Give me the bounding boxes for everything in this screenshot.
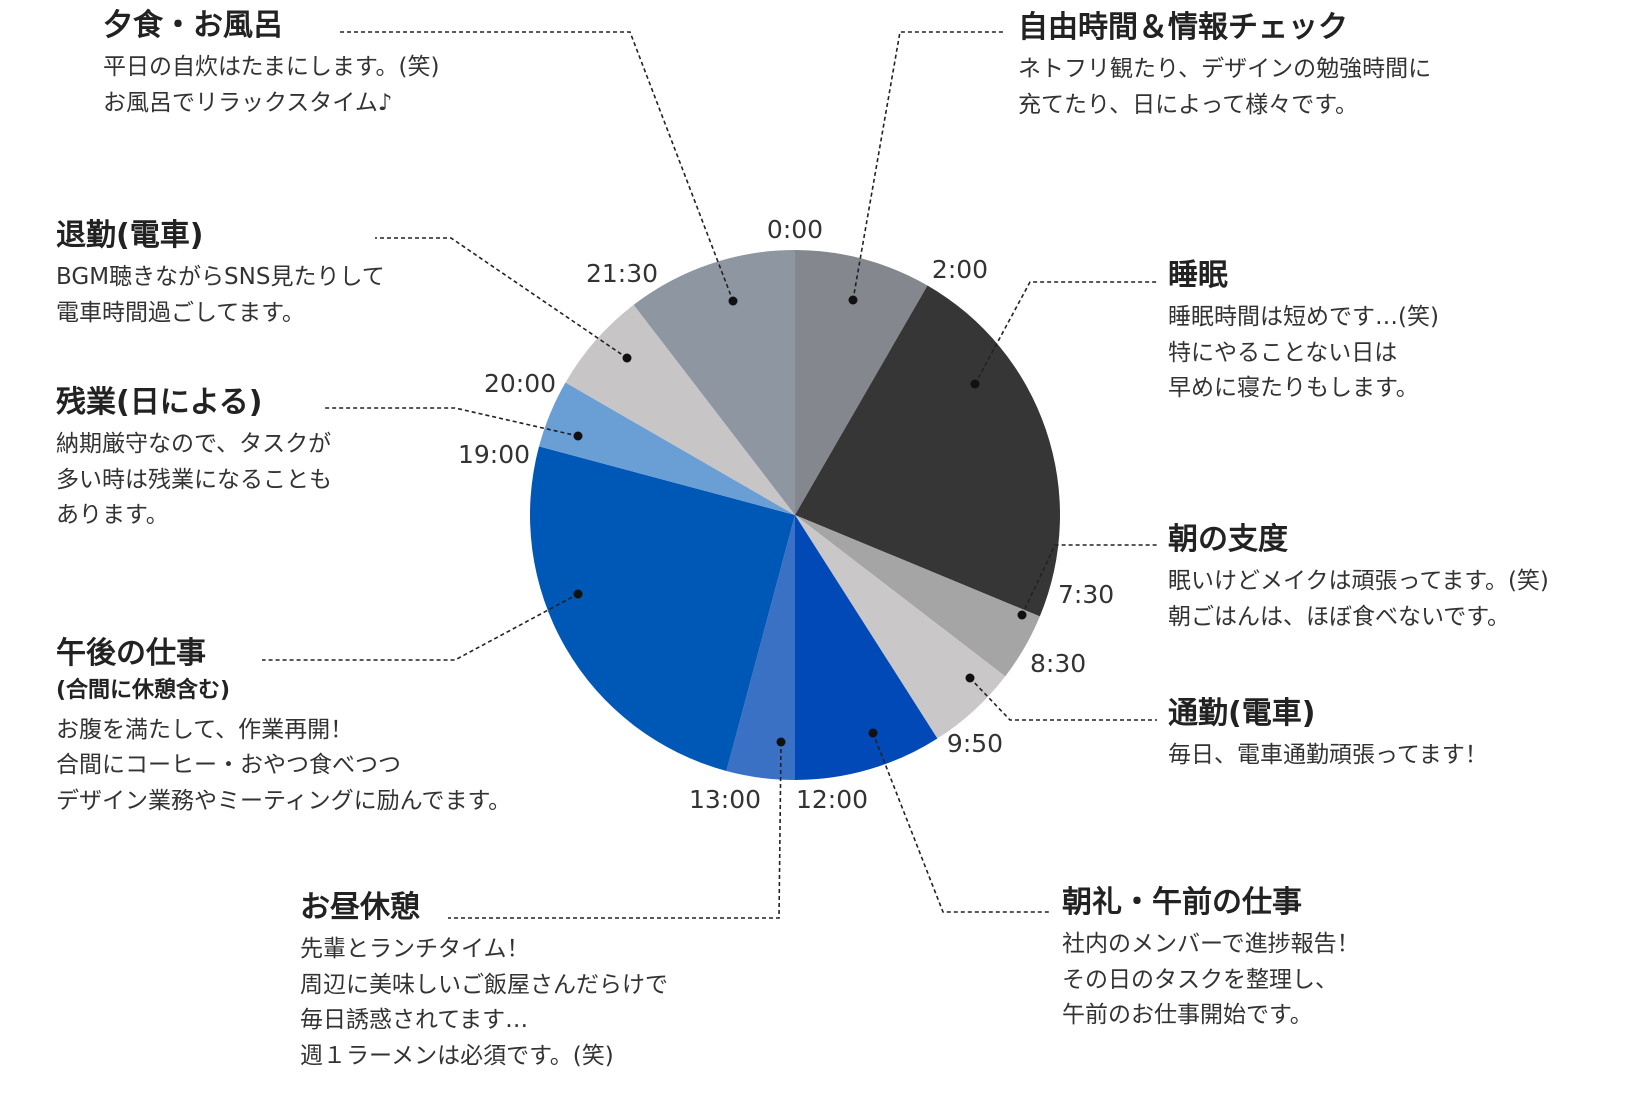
leader-line-3 bbox=[965, 673, 1157, 721]
callout-title: お昼休憩 bbox=[300, 890, 420, 925]
callout-4: 朝礼・午前の仕事社内のメンバーで進捗報告！ その日のタスクを整理し、 午前のお仕事開… bbox=[1062, 885, 1360, 1034]
tick-label-7: 19:00 bbox=[458, 440, 530, 469]
pie-slice-6 bbox=[529, 446, 795, 771]
tick-label-9: 21:30 bbox=[586, 259, 658, 288]
callout-body-line: BGM聴きながらSNS見たりして bbox=[56, 264, 385, 290]
callout-body-line: 週１ラーメンは必須です。(笑) bbox=[300, 1042, 614, 1069]
callout-subtitle: (合間に休憩含む) bbox=[56, 678, 231, 703]
callout-body: 毎日、電車通勤頑張ってます！ bbox=[1168, 738, 1488, 774]
callout-body-line: 平日の自炊はたまにします。(笑) bbox=[103, 54, 440, 80]
callout-2: 朝の支度眠いけどメイクは頑張ってます。(笑) 朝ごはんは、ほぼ食べないです。 bbox=[1168, 522, 1549, 635]
callout-title: 夕食・お風呂 bbox=[103, 8, 283, 43]
callout-body-line: 合間にコーヒー・おやつ食べつつ bbox=[56, 752, 401, 779]
callout-title: 残業(日による) bbox=[56, 385, 263, 420]
callout-body: 眠いけどメイクは頑張ってます。(笑) 朝ごはんは、ほぼ食べないです。 bbox=[1168, 564, 1549, 635]
pie-slice-1 bbox=[795, 285, 1060, 617]
leader-line-8 bbox=[375, 237, 632, 363]
callout-3: 通勤(電車) 毎日、電車通勤頑張ってます！ bbox=[1168, 696, 1488, 774]
callout-body-line: 先輩とランチタイム！ bbox=[300, 936, 530, 962]
leader-line-9 bbox=[340, 31, 738, 306]
pie-slice-0 bbox=[795, 250, 928, 515]
callout-title: 朝の支度 bbox=[1168, 522, 1288, 557]
tick-label-4: 9:50 bbox=[947, 729, 1003, 758]
callout-title: 自由時間＆情報チェック bbox=[1018, 10, 1348, 45]
callout-body-line: 社内のメンバーで進捗報告！ bbox=[1062, 931, 1360, 957]
leader-line-1 bbox=[970, 281, 1157, 389]
callout-body: BGM聴きながらSNS見たりして 電車時間過ごしてます。 bbox=[56, 260, 385, 331]
callout-body-line: 早めに寝たりもします。 bbox=[1168, 375, 1419, 402]
leader-line-0 bbox=[848, 31, 1003, 305]
callout-body: 先輩とランチタイム！ 周辺に美味しいご飯屋さんだらけで 毎日誘惑されてます… 週１ラー… bbox=[300, 932, 668, 1075]
callout-body-line: 多い時は残業になることも bbox=[56, 466, 332, 493]
callout-title: 睡眠 bbox=[1168, 258, 1228, 293]
callout-1: 睡眠睡眠時間は短めです…(笑) 特にやることない日は 早めに寝たりもします。 bbox=[1168, 258, 1439, 407]
leader-line-2 bbox=[1017, 544, 1157, 620]
callout-7: 残業(日による) 納期厳守なので、タスクが 多い時は残業になることも あります。 bbox=[56, 385, 332, 534]
callout-0: 自由時間＆情報チェックネトフリ観たり、デザインの勉強時間に 充てたり、日によって様… bbox=[1018, 10, 1431, 123]
callout-title: 通勤(電車) bbox=[1168, 696, 1316, 731]
callout-body: 平日の自炊はたまにします。(笑) お風呂でリラックスタイム♪ bbox=[103, 50, 440, 121]
callout-body: ネトフリ観たり、デザインの勉強時間に 充てたり、日によって様々です。 bbox=[1018, 52, 1431, 123]
leader-line-5 bbox=[448, 737, 786, 919]
callout-body-line: 毎日誘惑されてます… bbox=[300, 1007, 529, 1034]
callout-body: 納期厳守なので、タスクが 多い時は残業になることも あります。 bbox=[56, 427, 332, 534]
tick-label-5: 12:00 bbox=[796, 785, 868, 814]
tick-label-3: 8:30 bbox=[1030, 649, 1086, 678]
leader-line-6 bbox=[262, 589, 583, 661]
callout-body-line: 周辺に美味しいご飯屋さんだらけで bbox=[300, 971, 668, 998]
callout-body-line: 睡眠時間は短めです…(笑) bbox=[1168, 304, 1439, 330]
pie-slice-9 bbox=[633, 250, 795, 515]
callout-6: 午後の仕事 (合間に休憩含む) お腹を満たして、作業再開！ 合間にコーヒー・おやつ食べ… bbox=[56, 636, 511, 820]
callout-5: お昼休憩先輩とランチタイム！ 周辺に美味しいご飯屋さんだらけで 毎日誘惑されてます…… bbox=[300, 890, 668, 1075]
callout-body: 睡眠時間は短めです…(笑) 特にやることない日は 早めに寝たりもします。 bbox=[1168, 300, 1439, 407]
callout-9: 夕食・お風呂平日の自炊はたまにします。(笑) お風呂でリラックスタイム♪ bbox=[103, 8, 440, 121]
callout-title: 退勤(電車) bbox=[56, 218, 204, 253]
pie-slice-2 bbox=[795, 515, 1040, 677]
callout-body-line: お風呂でリラックスタイム♪ bbox=[103, 89, 393, 116]
callout-8: 退勤(電車) BGM聴きながらSNS見たりして 電車時間過ごしてます。 bbox=[56, 218, 385, 331]
callout-body-line: お腹を満たして、作業再開！ bbox=[56, 716, 354, 743]
tick-label-2: 7:30 bbox=[1058, 580, 1114, 609]
callout-body-line: 午前のお仕事開始です。 bbox=[1062, 1002, 1313, 1029]
pie-slice-5 bbox=[726, 515, 795, 780]
pie-slice-7 bbox=[539, 382, 795, 515]
leader-line-4 bbox=[868, 728, 1050, 913]
tick-label-6: 13:00 bbox=[689, 785, 761, 814]
callout-body-line: ネトフリ観たり、デザインの勉強時間に bbox=[1018, 56, 1432, 82]
callout-body-line: 眠いけどメイクは頑張ってます。(笑) bbox=[1168, 568, 1549, 594]
tick-label-0: 0:00 bbox=[767, 215, 823, 244]
callout-body-line: あります。 bbox=[56, 502, 169, 529]
callout-body-line: 納期厳守なので、タスクが bbox=[56, 431, 332, 457]
pie-slice-4 bbox=[795, 515, 938, 780]
callout-body-line: 電車時間過ごしてます。 bbox=[56, 299, 305, 326]
tick-label-1: 2:00 bbox=[932, 255, 988, 284]
callout-title: 朝礼・午前の仕事 bbox=[1062, 885, 1302, 920]
callout-body-line: 毎日、電車通勤頑張ってます！ bbox=[1168, 742, 1488, 768]
pie-slice-3 bbox=[795, 515, 1006, 739]
callout-body-line: その日のタスクを整理し、 bbox=[1062, 966, 1338, 993]
callout-body: お腹を満たして、作業再開！ 合間にコーヒー・おやつ食べつつデザイン業務やミーティン… bbox=[56, 713, 511, 820]
callout-title: 午後の仕事 bbox=[56, 636, 206, 671]
callout-body-line: 充てたり、日によって様々です。 bbox=[1018, 91, 1358, 118]
callout-body-line: 朝ごはんは、ほぼ食べないです。 bbox=[1168, 603, 1511, 630]
callout-body-line: デザイン業務やミーティングに励んでます。 bbox=[56, 788, 512, 815]
tick-label-8: 20:00 bbox=[484, 369, 556, 398]
callout-body: 社内のメンバーで進捗報告！ その日のタスクを整理し、 午前のお仕事開始です。 bbox=[1062, 927, 1360, 1034]
callout-body-line: 特にやることない日は bbox=[1168, 339, 1398, 366]
leader-line-7 bbox=[325, 407, 583, 441]
